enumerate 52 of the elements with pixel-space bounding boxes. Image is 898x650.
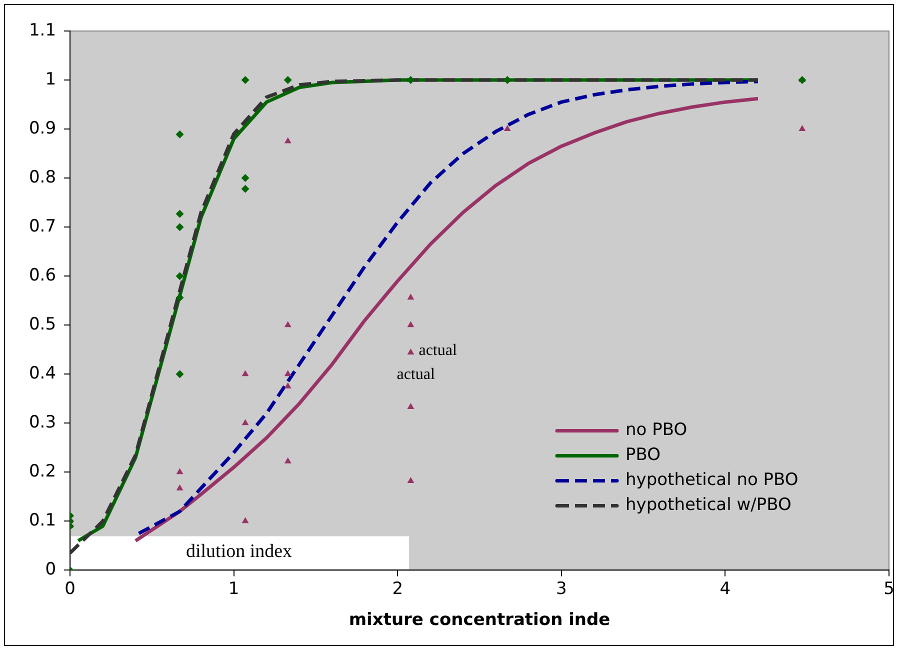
y-tick-label: 0.5 — [28, 314, 56, 335]
y-tick-label: 1.1 — [28, 20, 56, 40]
point — [241, 174, 250, 182]
point — [504, 125, 511, 132]
point — [241, 184, 250, 193]
y-tick-label: 0.8 — [28, 167, 56, 188]
point — [284, 370, 292, 376]
point — [176, 272, 184, 280]
point — [284, 382, 292, 388]
y-tick-label: 1 — [45, 69, 56, 90]
point — [407, 321, 414, 328]
y-tick-label: 0.4 — [28, 364, 56, 384]
point — [407, 402, 414, 409]
x-tick-label: 5 — [884, 578, 894, 599]
point — [407, 294, 414, 300]
y-tick-label: 0.2 — [28, 462, 56, 482]
point — [242, 370, 249, 376]
legend-label: no PBO — [626, 420, 688, 440]
x-tick-label: 2 — [392, 578, 404, 599]
point — [176, 223, 184, 232]
point — [284, 321, 292, 328]
point — [407, 348, 414, 355]
point — [242, 517, 249, 524]
point — [176, 484, 184, 490]
point — [176, 210, 184, 218]
y-tick-label: 0.9 — [28, 118, 56, 138]
legend-label: hypothetical no PBO — [626, 470, 798, 490]
point — [176, 130, 184, 138]
x-tick-label: 3 — [556, 578, 567, 599]
x-axis-title: mixture concentration inde — [348, 610, 610, 630]
x-tick-label: 1 — [228, 578, 240, 599]
point — [406, 76, 415, 84]
y-tick-label: 0.3 — [28, 412, 56, 433]
point — [242, 419, 249, 426]
y-tick-label: 0 — [45, 560, 56, 580]
point — [241, 76, 250, 84]
annotation: actual — [396, 366, 436, 383]
legend-label: hypothetical w/PBO — [626, 495, 792, 516]
point — [176, 468, 184, 474]
y-tick-label: 0.1 — [28, 510, 56, 531]
legend-label: PBO — [626, 445, 660, 466]
x-tick-label: 4 — [720, 578, 731, 599]
x-tick-label: 0 — [64, 578, 76, 599]
y-tick-label: 0.6 — [28, 266, 56, 286]
point — [407, 476, 414, 483]
point — [284, 76, 292, 84]
point — [284, 457, 292, 464]
y-tick-label: 0.7 — [28, 216, 56, 236]
annotation: actual — [418, 342, 458, 359]
point — [284, 137, 292, 144]
point — [176, 370, 184, 378]
point — [798, 125, 806, 132]
